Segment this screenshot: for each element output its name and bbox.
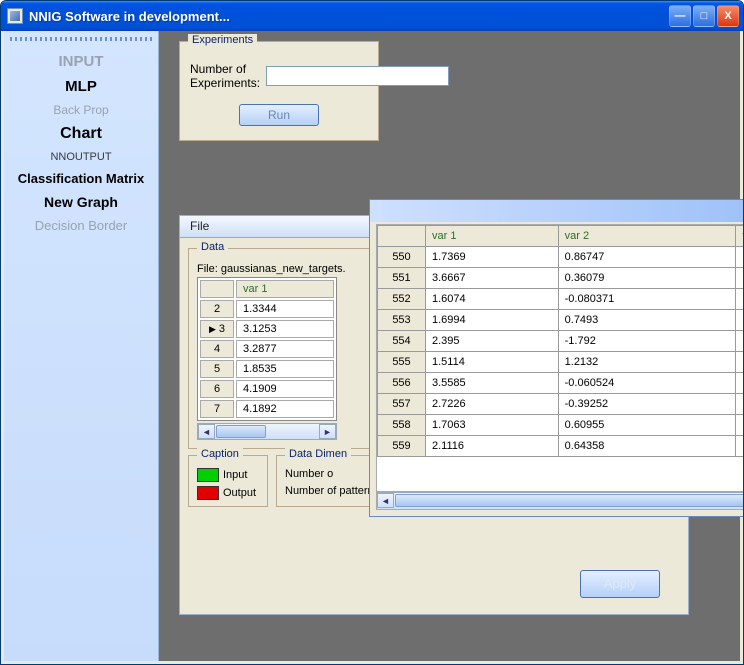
scroll-left-icon[interactable]: ◄ [377,493,394,508]
preview-col-header[interactable]: var 2 [558,226,736,247]
window-title: NNIG Software in development... [29,9,669,24]
scroll-left-icon[interactable]: ◄ [198,424,215,439]
caption-legend: Caption [197,448,243,460]
table-row[interactable]: ▶ 33.1253 [200,320,334,338]
table-row[interactable]: 21.3344 [200,300,334,318]
experiments-group: Experiments Number of Experiments: Run [179,41,379,141]
sidebar-item-2[interactable]: Back Prop [4,99,158,121]
table-row[interactable]: 5572.7226-0.392521 [378,394,744,415]
data-legend: Data [197,241,228,253]
preview-grid[interactable]: var 1var 2var 3 5501.73690.8674715513.66… [377,225,744,457]
table-row[interactable]: 64.1909 [200,380,334,398]
titlebar[interactable]: NNIG Software in development... — □ X [1,1,743,31]
mini-hscroll[interactable]: ◄ ► [197,423,337,440]
sidebar-item-3[interactable]: Chart [4,121,158,147]
experiments-input[interactable] [266,66,449,86]
sidebar-item-7[interactable]: Decision Border [4,214,158,237]
maximize-button[interactable]: □ [693,5,715,27]
table-row[interactable]: 43.2877 [200,340,334,358]
sidebar-item-1[interactable]: MLP [4,74,158,99]
scroll-thumb[interactable] [216,425,266,438]
preview-titlebar[interactable]: Data Preview X [370,200,744,222]
table-row[interactable]: 5551.51141.21321 [378,352,744,373]
apply-button[interactable]: Apply [580,570,660,598]
table-row[interactable]: 5581.70630.609551 [378,415,744,436]
table-row[interactable]: 5542.395-1.7921 [378,331,744,352]
mini-col-header[interactable]: var 1 [236,280,334,298]
table-row[interactable]: 5563.5585-0.0605241 [378,373,744,394]
sidebar-item-6[interactable]: New Graph [4,190,158,214]
sidebar-item-4[interactable]: NNOUTPUT [4,147,158,167]
preview-col-header[interactable]: var 1 [426,226,559,247]
close-button[interactable]: X [717,5,739,27]
caption-input: Input [197,468,259,482]
sidebar-item-0[interactable]: INPUT [4,49,158,74]
table-row[interactable]: 51.8535 [200,360,334,378]
preview-col-header[interactable] [378,226,426,247]
experiments-label: Number of Experiments: [190,62,260,90]
run-button[interactable]: Run [239,104,319,126]
table-row[interactable]: 5592.11160.643581 [378,436,744,457]
preview-col-header[interactable]: var 3 [736,226,744,247]
sidebar-grip[interactable] [10,37,152,41]
data-preview-window: Data Preview X var 1var 2var 3 5501.7369… [369,199,744,517]
table-row[interactable]: 5531.69940.74931 [378,310,744,331]
table-row[interactable]: 74.1892 [200,400,334,418]
minimize-button[interactable]: — [669,5,691,27]
sidebar-item-5[interactable]: Classification Matrix [4,167,158,190]
app-icon [7,8,23,24]
caption-output: Output [197,486,259,500]
main-area: Experiments Number of Experiments: Run F… [159,31,740,661]
app-window: NNIG Software in development... — □ X IN… [0,0,744,665]
hscroll-thumb[interactable] [395,494,744,507]
client-area: INPUTMLPBack PropChartNNOUTPUTClassifica… [4,31,740,661]
experiments-legend: Experiments [188,34,257,46]
preview-hscroll[interactable]: ◄ ► [377,492,744,509]
caption-group: Caption Input Output [188,455,268,507]
dims-legend: Data Dimen [285,448,351,460]
table-row[interactable]: 5501.73690.867471 [378,247,744,268]
scroll-right-icon[interactable]: ► [319,424,336,439]
table-row[interactable]: 5513.66670.360791 [378,268,744,289]
mini-data-grid[interactable]: var 1 21.3344 ▶ 33.1253 43.2877 51.8535 6… [197,277,337,421]
table-row[interactable]: 5521.6074-0.0803711 [378,289,744,310]
sidebar: INPUTMLPBack PropChartNNOUTPUTClassifica… [4,31,159,661]
